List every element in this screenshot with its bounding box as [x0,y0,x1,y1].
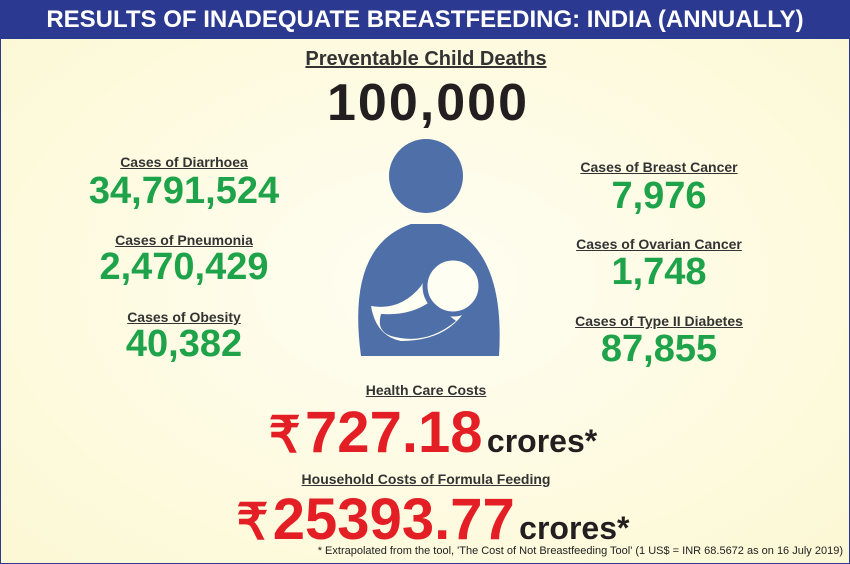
cost-amount: 727.18 [305,400,483,465]
cost-line: ₹ 727.18 crores* [269,399,597,466]
header-title: RESULTS OF INADEQUATE BREASTFEEDING: IND… [1,1,849,39]
headline-label: Preventable Child Deaths [305,48,547,70]
stat-label: Cases of Breast Cancer [580,159,738,175]
headline-value: 100,000 [327,74,529,132]
stat-value: 87,855 [600,328,718,370]
cost-label: Health Care Costs [365,382,487,398]
cost-amount: 25393.77 [272,487,515,552]
stat-label: Cases of Type II Diabetes [575,313,743,329]
stat-value: 40,382 [125,323,243,365]
stat-label: Cases of Obesity [127,309,241,325]
breastfeeding-icon [358,139,500,356]
footnote: * Extrapolated from the tool, 'The Cost … [317,545,843,557]
stat-value: 1,748 [611,251,707,293]
cost-unit: crores* [519,510,630,546]
cost-line: ₹ 25393.77 crores* [237,486,630,553]
currency: ₹ [236,494,269,550]
stat-value: 2,470,429 [99,246,269,288]
stat-label: Cases of Diarrhoea [120,154,248,170]
currency: ₹ [268,407,301,463]
stat-label: Cases of Ovarian Cancer [576,236,742,252]
stat-value: 7,976 [611,175,707,217]
stat-label: Cases of Pneumonia [115,232,253,248]
cost-unit: crores* [486,423,598,459]
stat-value: 34,791,524 [88,170,280,212]
cost-label: Household Costs of Formula Feeding [301,471,551,487]
